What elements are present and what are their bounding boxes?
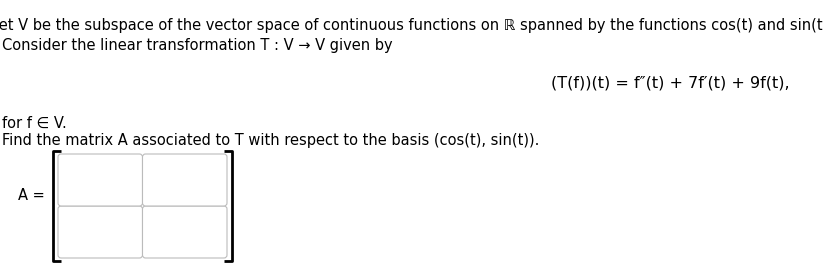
Text: (T(f))(t) = f″(t) + 7f′(t) + 9f(t),: (T(f))(t) = f″(t) + 7f′(t) + 9f(t),	[551, 76, 789, 91]
Text: Let V be the subspace of the vector space of continuous functions on ℝ spanned b: Let V be the subspace of the vector spac…	[0, 18, 823, 33]
FancyBboxPatch shape	[58, 154, 142, 206]
FancyBboxPatch shape	[142, 154, 227, 206]
Text: Consider the linear transformation T : V → V given by: Consider the linear transformation T : V…	[2, 38, 393, 53]
Text: Find the matrix A associated to T with respect to the basis (cos(t), sin(t)).: Find the matrix A associated to T with r…	[2, 133, 539, 148]
FancyBboxPatch shape	[58, 206, 142, 258]
FancyBboxPatch shape	[142, 206, 227, 258]
Text: for f ∈ V.: for f ∈ V.	[2, 116, 67, 131]
Text: A =: A =	[18, 189, 44, 203]
